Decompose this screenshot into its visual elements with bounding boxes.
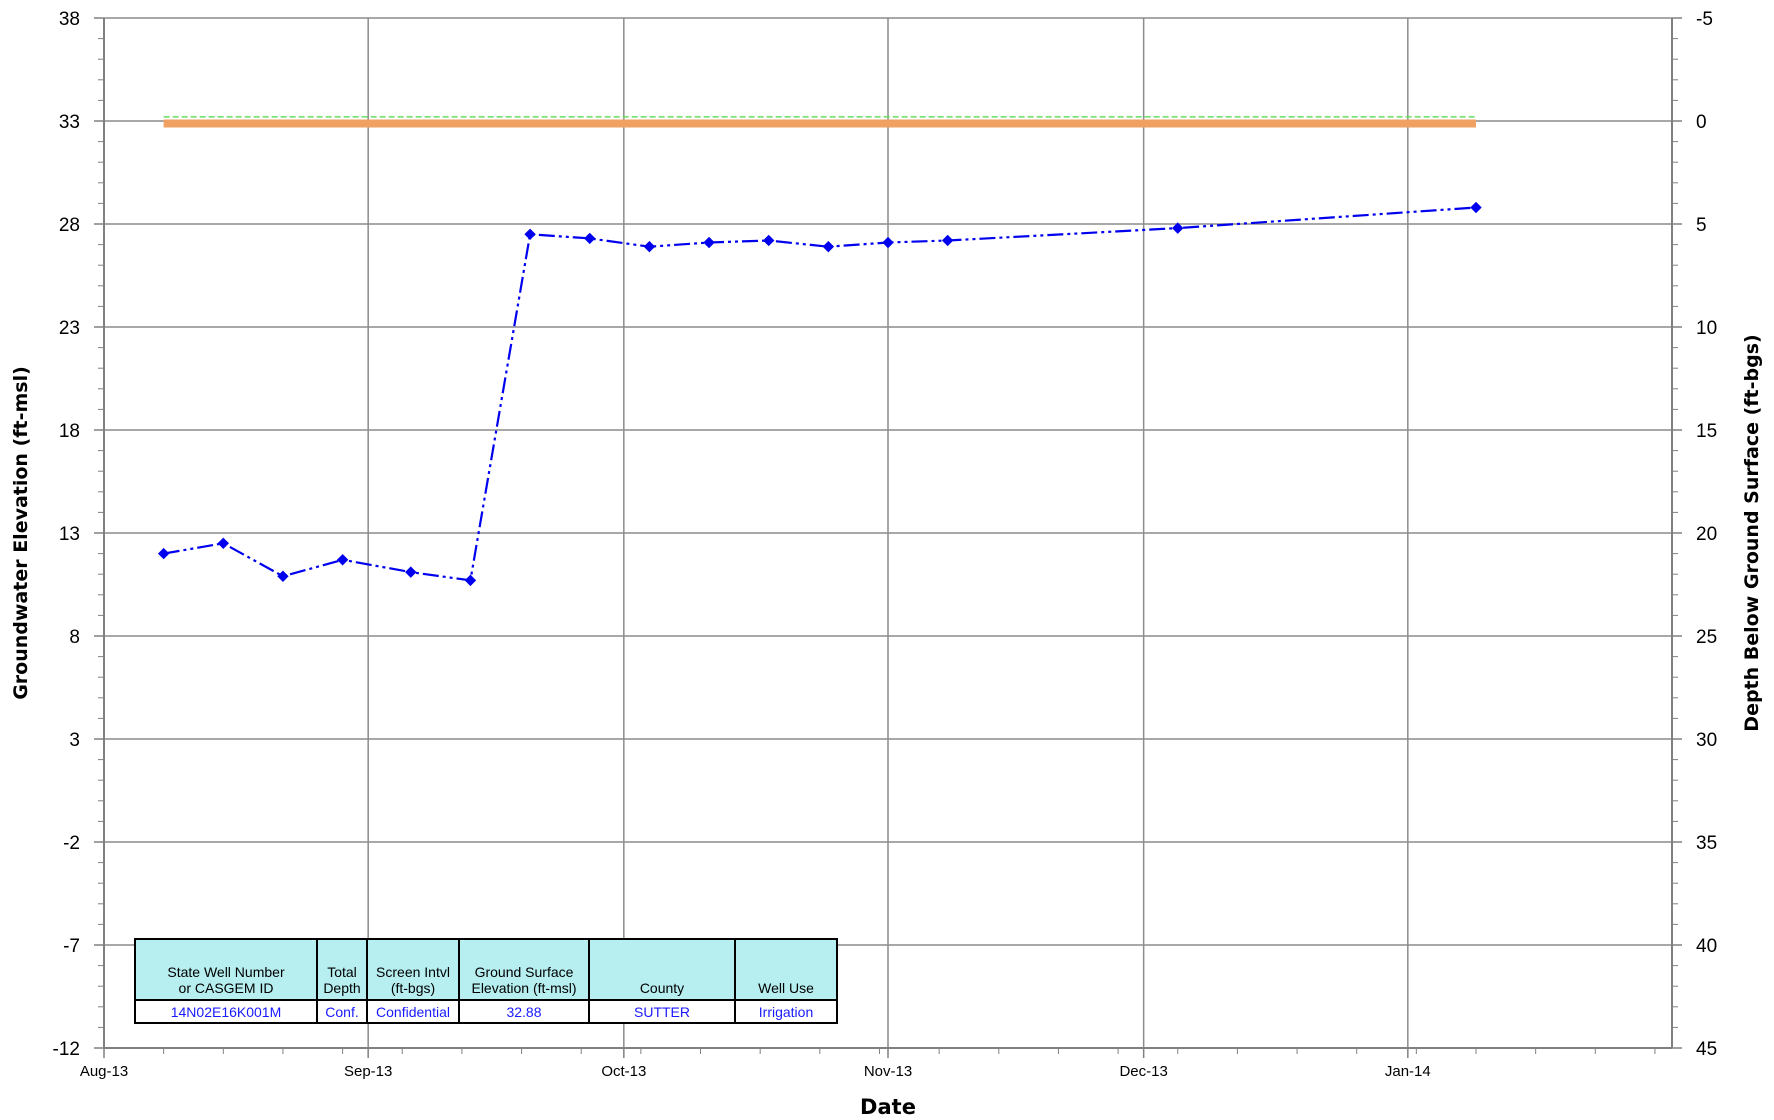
y-right-tick-label-0: -5 — [1696, 9, 1713, 30]
y-right-tick-label-9: 40 — [1696, 936, 1717, 957]
header-screen-line1: Screen Intvl — [376, 964, 450, 980]
y-right-tick-label-4: 15 — [1696, 421, 1717, 442]
value-county: SUTTER — [588, 999, 736, 1024]
reference-lines — [163, 116, 1476, 128]
well-info-table: State Well Number or CASGEM ID Total Depth… — [134, 938, 838, 1024]
data-point-11 — [822, 240, 835, 253]
y-left-tick-label-6: 8 — [69, 627, 80, 648]
series-line-0 — [163, 206, 1477, 582]
y-right-tick-label-2: 5 — [1696, 215, 1707, 236]
well-table-value-row: 14N02E16K001M Conf. Confidential 32.88 S… — [134, 999, 838, 1024]
data-point-10 — [762, 234, 775, 247]
data-point-14 — [1172, 222, 1184, 234]
x-tick-label-3: Nov-13 — [864, 1063, 912, 1080]
y-right-tick-label-10: 45 — [1696, 1039, 1717, 1060]
data-point-13 — [941, 234, 954, 247]
data-point-7 — [584, 232, 596, 245]
y-left-tick-label-3: 23 — [59, 318, 80, 339]
x-tick-label-0: Aug-13 — [80, 1063, 128, 1080]
y-left-tick-label-1: 33 — [59, 112, 80, 133]
value-ground-surface: 32.88 — [458, 999, 590, 1024]
header-gse-line2: Elevation (ft-msl) — [471, 980, 577, 996]
data-point-6 — [524, 228, 536, 241]
data-point-15 — [1470, 201, 1482, 214]
header-ground-surface: Ground Surface Elevation (ft-msl) — [458, 938, 590, 1001]
y-axis-title-left: Groundwater Elevation (ft-msl) — [10, 366, 32, 700]
x-tick-label-5: Jan-14 — [1385, 1063, 1431, 1080]
tick-labels: 38 33 28 23 18 13 8 3 -2 -7 -12 -5 0 5 10 15 20 25 30 35 40 4… — [53, 9, 1718, 1080]
y-left-tick-label-5: 13 — [59, 524, 80, 545]
data-point-1 — [217, 537, 230, 550]
header-well-id-line1: State Well Number — [167, 964, 285, 980]
y-left-tick-label-7: 3 — [69, 730, 80, 751]
header-well-id: State Well Number or CASGEM ID — [134, 938, 318, 1001]
y-left-tick-label-10: -12 — [53, 1039, 80, 1060]
y-left-tick-label-2: 28 — [59, 215, 80, 236]
value-well-id: 14N02E16K001M — [134, 999, 318, 1024]
header-screen-line2: (ft-bgs) — [390, 980, 436, 996]
y-right-tick-label-8: 35 — [1696, 833, 1717, 854]
data-point-9 — [703, 236, 715, 249]
header-total-depth-line1: Total — [327, 964, 357, 980]
y-right-tick-label-5: 20 — [1696, 524, 1717, 545]
axes — [94, 17, 1682, 1058]
data-point-2 — [277, 570, 289, 582]
x-tick-label-4: Dec-13 — [1119, 1063, 1167, 1080]
x-tick-label-1: Sep-13 — [344, 1063, 392, 1080]
data-point-0 — [157, 547, 170, 560]
y-left-tick-label-8: -2 — [63, 833, 80, 854]
well-table-header-row: State Well Number or CASGEM ID Total Depth… — [134, 938, 838, 1001]
header-gse-line1: Ground Surface — [474, 964, 574, 980]
y-right-tick-label-7: 30 — [1696, 730, 1717, 751]
data-point-3 — [336, 554, 349, 566]
header-screen-interval: Screen Intvl (ft-bgs) — [366, 938, 460, 1001]
y-left-tick-label-4: 18 — [59, 421, 80, 442]
x-tick-label-2: Oct-13 — [601, 1063, 646, 1080]
y-axis-title-right: Depth Below Ground Surface (ft-bgs) — [1741, 334, 1763, 731]
data-point-12 — [882, 236, 894, 249]
y-left-tick-label-0: 38 — [59, 9, 80, 30]
y-right-tick-label-6: 25 — [1696, 627, 1717, 648]
x-axis-title: Date — [860, 1095, 916, 1119]
y-right-tick-label-3: 10 — [1696, 318, 1717, 339]
value-screen-interval: Confidential — [366, 999, 460, 1024]
header-well-use: Well Use — [734, 938, 838, 1001]
header-county: County — [588, 938, 736, 1001]
header-total-depth: Total Depth — [316, 938, 368, 1001]
header-well-id-line2: or CASGEM ID — [178, 980, 274, 996]
data-point-4 — [405, 566, 417, 578]
y-left-tick-label-9: -7 — [63, 936, 80, 957]
y-right-tick-label-1: 0 — [1696, 112, 1707, 133]
data-point-5 — [464, 574, 477, 587]
data-point-8 — [643, 240, 656, 253]
series — [157, 201, 1482, 587]
value-well-use: Irrigation — [734, 999, 838, 1024]
header-total-depth-line2: Depth — [323, 980, 361, 996]
value-total-depth: Conf. — [316, 999, 368, 1024]
